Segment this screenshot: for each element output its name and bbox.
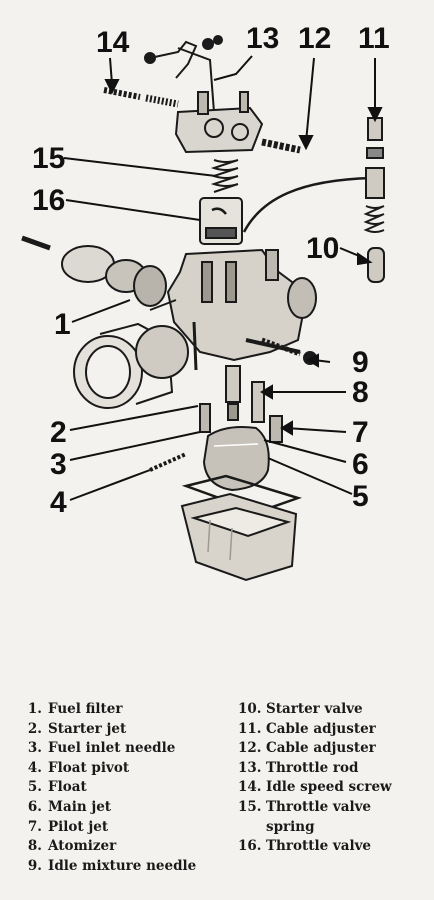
legend-item: 6. Main jet: [22, 798, 196, 818]
throttle-valve-spring-part: [210, 159, 239, 193]
legend-label: Cable adjuster: [266, 720, 376, 737]
legend-number: 6.: [27, 798, 42, 815]
legend-number: 7.: [27, 818, 42, 835]
main-jet-part: [251, 381, 265, 423]
legend-label: Float: [48, 779, 87, 796]
legend-item: 8. Atomizer: [22, 837, 196, 857]
legend-label: Throttle valve: [266, 838, 372, 855]
callout-15: 15: [32, 142, 65, 175]
legend-label: Starter valve: [266, 701, 363, 717]
legend-label: Idle mixture needle: [48, 857, 197, 874]
legend-number: 8.: [27, 838, 42, 855]
callout-9: 9: [352, 346, 369, 379]
legend-item: 13. Throttle rod: [238, 759, 392, 779]
legend-item: 14. Idle speed screw: [238, 778, 392, 798]
legend-label: Cable adjuster: [266, 740, 376, 757]
legend-number: 14.: [238, 779, 262, 796]
callout-2: 2: [50, 416, 67, 449]
legend-label: Starter jet: [48, 720, 127, 737]
legend-label: Main jet: [48, 798, 112, 815]
legend-number: 2.: [27, 720, 42, 737]
cable-adjuster-11-part: [365, 117, 385, 199]
legend-item: 16. Throttle valve: [238, 837, 392, 857]
legend-item: 7. Pilot jet: [22, 818, 196, 838]
legend-item: 11. Cable adjuster: [238, 720, 392, 740]
legend-number: 12.: [238, 740, 262, 757]
callout-5: 5: [352, 480, 369, 513]
float-pivot-part: [149, 452, 187, 472]
callout-4: 4: [50, 486, 67, 519]
callout-13: 13: [246, 22, 279, 55]
legend-label: Float pivot: [48, 759, 130, 776]
pilot-jet-part: [269, 415, 283, 443]
callout-11: 11: [358, 22, 390, 55]
callout-3: 3: [50, 448, 67, 481]
starter-jet-part: [199, 403, 211, 433]
exploded-carburetor-diagram: 14 13 12 11 15 16 10 1 9 8 2 7 3 6 4 5: [21, 22, 390, 582]
legend-right-column: 10. Starter valve 11. Cable adjuster 12. Ca…: [238, 700, 392, 857]
legend-number: 5.: [27, 779, 42, 796]
legend-number: 11.: [238, 720, 262, 737]
legend-number: 13.: [238, 759, 262, 776]
legend-number: 1.: [27, 701, 42, 717]
throttle-cap-part: [174, 91, 264, 154]
legend-number: 15.: [238, 798, 262, 815]
float-part: [202, 426, 270, 492]
callout-12: 12: [298, 22, 331, 55]
legend-label: Idle speed screw: [266, 779, 392, 796]
legend-label: Throttle valve: [266, 798, 372, 815]
legend-item: 9. Idle mixture needle: [22, 857, 196, 877]
idle-speed-screw-part: [103, 87, 179, 108]
callout-14: 14: [96, 26, 130, 59]
callout-8: 8: [352, 376, 369, 409]
legend-label: Pilot jet: [48, 818, 109, 835]
parts-legend: 1. Fuel filter 2. Starter jet 3. Fuel inlet…: [0, 700, 434, 900]
callout-10: 10: [306, 232, 339, 265]
starter-valve-part: [363, 205, 385, 283]
callout-1: 1: [54, 308, 71, 341]
legend-item: 1. Fuel filter: [22, 700, 196, 720]
legend-label: Fuel filter: [48, 701, 123, 717]
legend-number: 16.: [238, 838, 262, 855]
legend-left-column: 1. Fuel filter 2. Starter jet 3. Fuel inlet…: [22, 700, 196, 876]
legend-item: 3. Fuel inlet needle: [22, 739, 196, 759]
throttle-valve-part: [199, 197, 243, 245]
legend-number: 4.: [27, 759, 42, 776]
legend-label: spring: [266, 818, 315, 835]
legend-item-continuation: spring: [238, 818, 392, 838]
legend-number: 9.: [27, 857, 42, 874]
throttle-rod-part: [144, 35, 223, 113]
callout-6: 6: [352, 448, 369, 481]
intake-sleeve-part: [73, 321, 198, 409]
float-bowl-part: [180, 474, 303, 582]
legend-number: 10.: [238, 701, 262, 717]
fuel-filter-part: [21, 235, 167, 307]
legend-item: 5. Float: [22, 778, 196, 798]
legend-label: Fuel inlet needle: [48, 740, 176, 757]
cable-adjuster-12-part: [261, 138, 301, 154]
legend-label: Atomizer: [48, 838, 117, 855]
callout-16: 16: [32, 184, 65, 217]
callout-7: 7: [352, 416, 369, 449]
legend-item: 15. Throttle valve: [238, 798, 392, 818]
legend-item: 2. Starter jet: [22, 720, 196, 740]
legend-item: 12. Cable adjuster: [238, 739, 392, 759]
legend-label: Throttle rod: [266, 759, 359, 776]
legend-number: 3.: [27, 740, 42, 757]
atomizer-part: [225, 365, 241, 421]
legend-item: 10. Starter valve: [238, 700, 392, 720]
carburetor-body-part: [149, 248, 317, 362]
legend-item: 4. Float pivot: [22, 759, 196, 779]
